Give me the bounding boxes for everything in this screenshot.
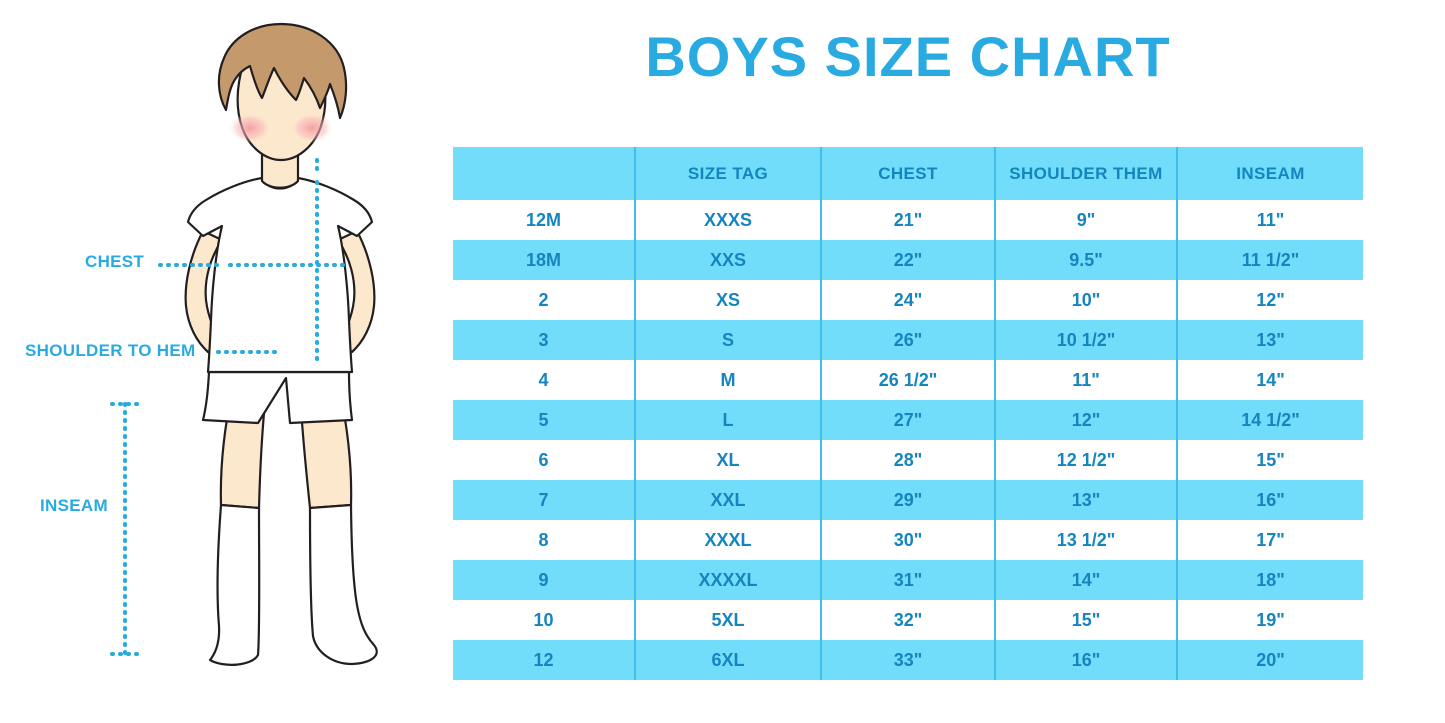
shoulder-to-hem-label: SHOULDER TO HEM — [25, 341, 196, 360]
cell-size: 6 — [453, 440, 636, 480]
cell-inseam: 18" — [1177, 560, 1363, 600]
cell-inseam: 14 1/2" — [1177, 400, 1363, 440]
cell-size: 10 — [453, 600, 636, 640]
table-row: 5 L 27" 12" 14 1/2" — [453, 400, 1363, 440]
cell-inseam: 19" — [1177, 600, 1363, 640]
cell-chest: 21" — [821, 200, 996, 240]
cell-inseam: 13" — [1177, 320, 1363, 360]
table-row: 3 S 26" 10 1/2" 13" — [453, 320, 1363, 360]
table-row: 7 XXL 29" 13" 16" — [453, 480, 1363, 520]
table-row: 9 XXXXL 31" 14" 18" — [453, 560, 1363, 600]
table-row: 18M XXS 22" 9.5" 11 1/2" — [453, 240, 1363, 280]
cell-size-tag: XXXXL — [635, 560, 822, 600]
table-row: 4 M 26 1/2" 11" 14" — [453, 360, 1363, 400]
boy-illustration: CHEST SHOULDER TO HEM INSEAM — [0, 0, 440, 723]
table-row: 12 6XL 33" 16" 20" — [453, 640, 1363, 680]
cell-chest: 32" — [821, 600, 996, 640]
size-table-container: SIZE TAG CHEST SHOULDER THEM INSEAM 12M … — [453, 147, 1363, 680]
cell-size: 9 — [453, 560, 636, 600]
cell-chest: 27" — [821, 400, 996, 440]
cell-size: 12M — [453, 200, 636, 240]
table-row: 10 5XL 32" 15" 19" — [453, 600, 1363, 640]
inseam-label: INSEAM — [40, 496, 108, 515]
cell-chest: 29" — [821, 480, 996, 520]
chest-label: CHEST — [85, 252, 145, 271]
cell-chest: 33" — [821, 640, 996, 680]
cell-chest: 26 1/2" — [821, 360, 996, 400]
legs-and-socks — [208, 390, 378, 666]
cell-chest: 22" — [821, 240, 996, 280]
cell-inseam: 12" — [1177, 280, 1363, 320]
cell-size: 12 — [453, 640, 636, 680]
cell-size: 3 — [453, 320, 636, 360]
cell-size-tag: 6XL — [635, 640, 822, 680]
cell-inseam: 15" — [1177, 440, 1363, 480]
cell-size-tag: S — [635, 320, 822, 360]
table-row: 2 XS 24" 10" 12" — [453, 280, 1363, 320]
size-table: SIZE TAG CHEST SHOULDER THEM INSEAM 12M … — [453, 147, 1363, 680]
cell-size-tag: XXXS — [635, 200, 822, 240]
cell-size-tag: XL — [635, 440, 822, 480]
table-body: 12M XXXS 21" 9" 11" 18M XXS 22" 9.5" 11 … — [453, 200, 1363, 680]
cell-inseam: 17" — [1177, 520, 1363, 560]
cell-shoulder-them: 14" — [995, 560, 1178, 600]
cell-size: 2 — [453, 280, 636, 320]
cell-chest: 31" — [821, 560, 996, 600]
table-row: 12M XXXS 21" 9" 11" — [453, 200, 1363, 240]
cell-size-tag: L — [635, 400, 822, 440]
cell-size-tag: M — [635, 360, 822, 400]
cell-shoulder-them: 9.5" — [995, 240, 1178, 280]
cell-shoulder-them: 13" — [995, 480, 1178, 520]
boy-figure-svg — [110, 22, 378, 666]
cell-shoulder-them: 10 1/2" — [995, 320, 1178, 360]
cell-shoulder-them: 12" — [995, 400, 1178, 440]
table-row: 6 XL 28" 12 1/2" 15" — [453, 440, 1363, 480]
cell-size-tag: XXS — [635, 240, 822, 280]
cell-inseam: 11 1/2" — [1177, 240, 1363, 280]
cell-chest: 24" — [821, 280, 996, 320]
blush-left — [229, 113, 271, 143]
cell-size-tag: XXL — [635, 480, 822, 520]
cell-chest: 30" — [821, 520, 996, 560]
shorts — [201, 370, 354, 425]
column-header-inseam: INSEAM — [1177, 147, 1363, 200]
cell-inseam: 11" — [1177, 200, 1363, 240]
cell-size-tag: XS — [635, 280, 822, 320]
cell-shoulder-them: 16" — [995, 640, 1178, 680]
column-header-shoulder-them: SHOULDER THEM — [995, 147, 1178, 200]
cell-size: 18M — [453, 240, 636, 280]
cell-shoulder-them: 12 1/2" — [995, 440, 1178, 480]
cell-size: 8 — [453, 520, 636, 560]
cell-shoulder-them: 13 1/2" — [995, 520, 1178, 560]
cell-size-tag: 5XL — [635, 600, 822, 640]
cell-size: 4 — [453, 360, 636, 400]
column-header-size — [453, 147, 636, 200]
column-header-chest: CHEST — [821, 147, 996, 200]
cell-shoulder-them: 11" — [995, 360, 1178, 400]
cell-shoulder-them: 10" — [995, 280, 1178, 320]
cell-shoulder-them: 15" — [995, 600, 1178, 640]
cell-chest: 28" — [821, 440, 996, 480]
table-row: 8 XXXL 30" 13 1/2" 17" — [453, 520, 1363, 560]
cell-size-tag: XXXL — [635, 520, 822, 560]
cell-size: 7 — [453, 480, 636, 520]
cell-inseam: 16" — [1177, 480, 1363, 520]
blush-right — [291, 113, 333, 143]
table-header-row: SIZE TAG CHEST SHOULDER THEM INSEAM — [453, 147, 1363, 200]
cell-inseam: 20" — [1177, 640, 1363, 680]
column-header-size-tag: SIZE TAG — [635, 147, 822, 200]
tshirt — [186, 176, 374, 374]
page-title: BOYS SIZE CHART — [645, 25, 1171, 88]
hair — [217, 22, 348, 120]
cell-size: 5 — [453, 400, 636, 440]
cell-shoulder-them: 9" — [995, 200, 1178, 240]
cell-chest: 26" — [821, 320, 996, 360]
cell-inseam: 14" — [1177, 360, 1363, 400]
